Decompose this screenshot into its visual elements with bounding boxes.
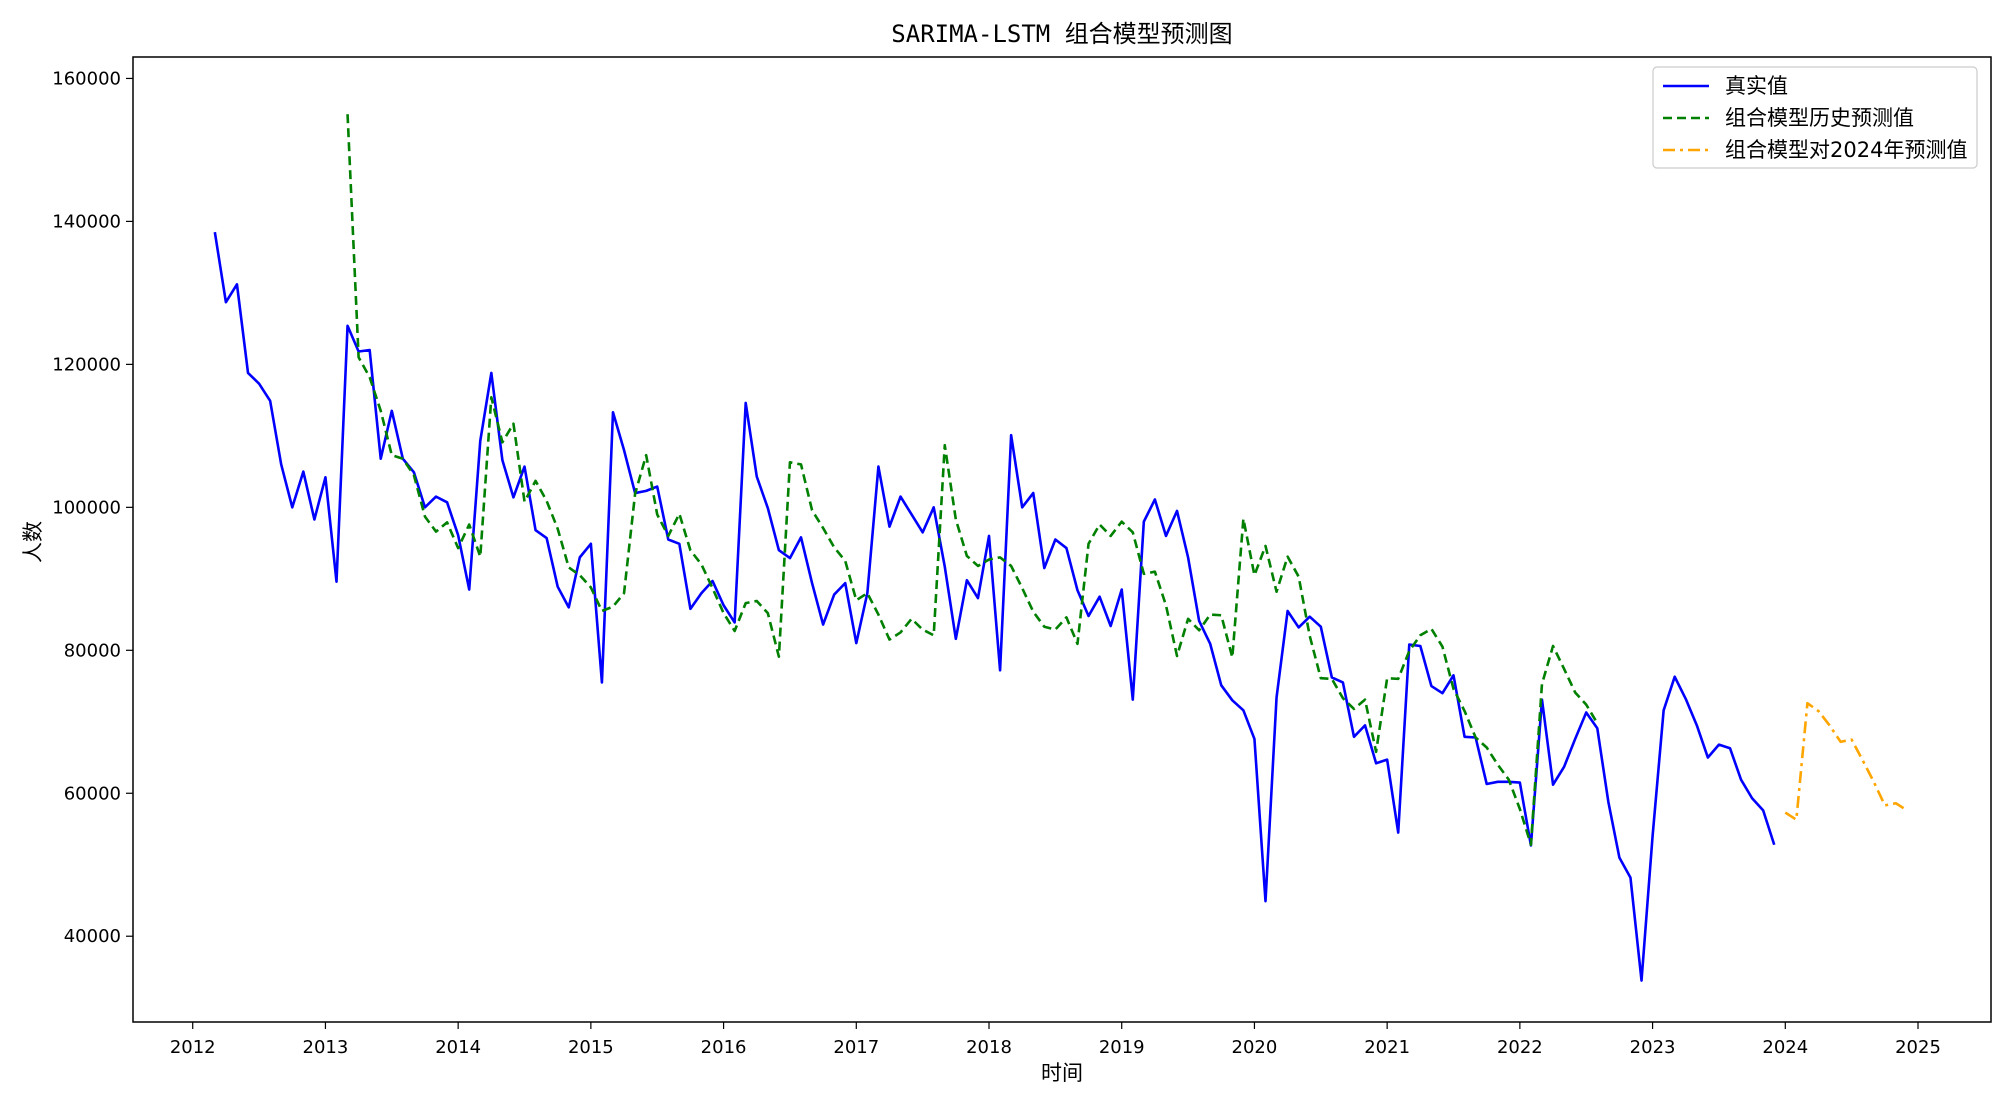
y-tick-label: 40000 — [64, 926, 121, 947]
x-tick-label: 2023 — [1630, 1037, 1676, 1058]
x-tick-label: 2015 — [568, 1037, 614, 1058]
y-tick-label: 120000 — [52, 354, 121, 375]
chart-title: SARIMA-LSTM 组合模型预测图 — [891, 20, 1232, 48]
legend-label-0: 真实值 — [1725, 74, 1788, 98]
x-tick-label: 2016 — [701, 1037, 747, 1058]
y-tick-label: 140000 — [52, 211, 121, 232]
series-line-2 — [1784, 701, 1908, 822]
series-layer — [213, 114, 1908, 982]
legend-box — [1652, 66, 1978, 169]
legend-label-1: 组合模型历史预测值 — [1725, 106, 1914, 130]
x-tick-label: 2012 — [170, 1037, 216, 1058]
y-tick-label: 160000 — [52, 68, 121, 89]
x-axis-ticks: 2012 2013 2014 2015 2016 2017 2018 2019 2020 2021… — [170, 1022, 1941, 1058]
y-axis-label: 人数 — [21, 521, 45, 563]
y-axis-ticks: 40000 60000 80000 100000 120000 140000 160000 — [52, 68, 133, 947]
x-tick-label: 2019 — [1099, 1037, 1145, 1058]
series-line-0 — [213, 231, 1776, 982]
x-tick-label: 2024 — [1762, 1037, 1808, 1058]
x-tick-label: 2014 — [435, 1037, 481, 1058]
plot-frame — [132, 56, 1992, 1023]
x-tick-label: 2017 — [833, 1037, 879, 1058]
y-tick-label: 80000 — [64, 640, 121, 661]
x-tick-label: 2020 — [1232, 1037, 1278, 1058]
x-axis-label: 时间 — [1041, 1061, 1083, 1085]
y-tick-label: 60000 — [64, 783, 121, 804]
legend-label-2: 组合模型对2024年预测值 — [1725, 138, 1967, 162]
x-tick-label: 2018 — [966, 1037, 1012, 1058]
y-tick-label: 100000 — [52, 497, 121, 518]
x-tick-label: 2022 — [1497, 1037, 1543, 1058]
x-tick-label: 2013 — [303, 1037, 349, 1058]
x-tick-label: 2021 — [1364, 1037, 1410, 1058]
x-tick-label: 2025 — [1895, 1037, 1941, 1058]
